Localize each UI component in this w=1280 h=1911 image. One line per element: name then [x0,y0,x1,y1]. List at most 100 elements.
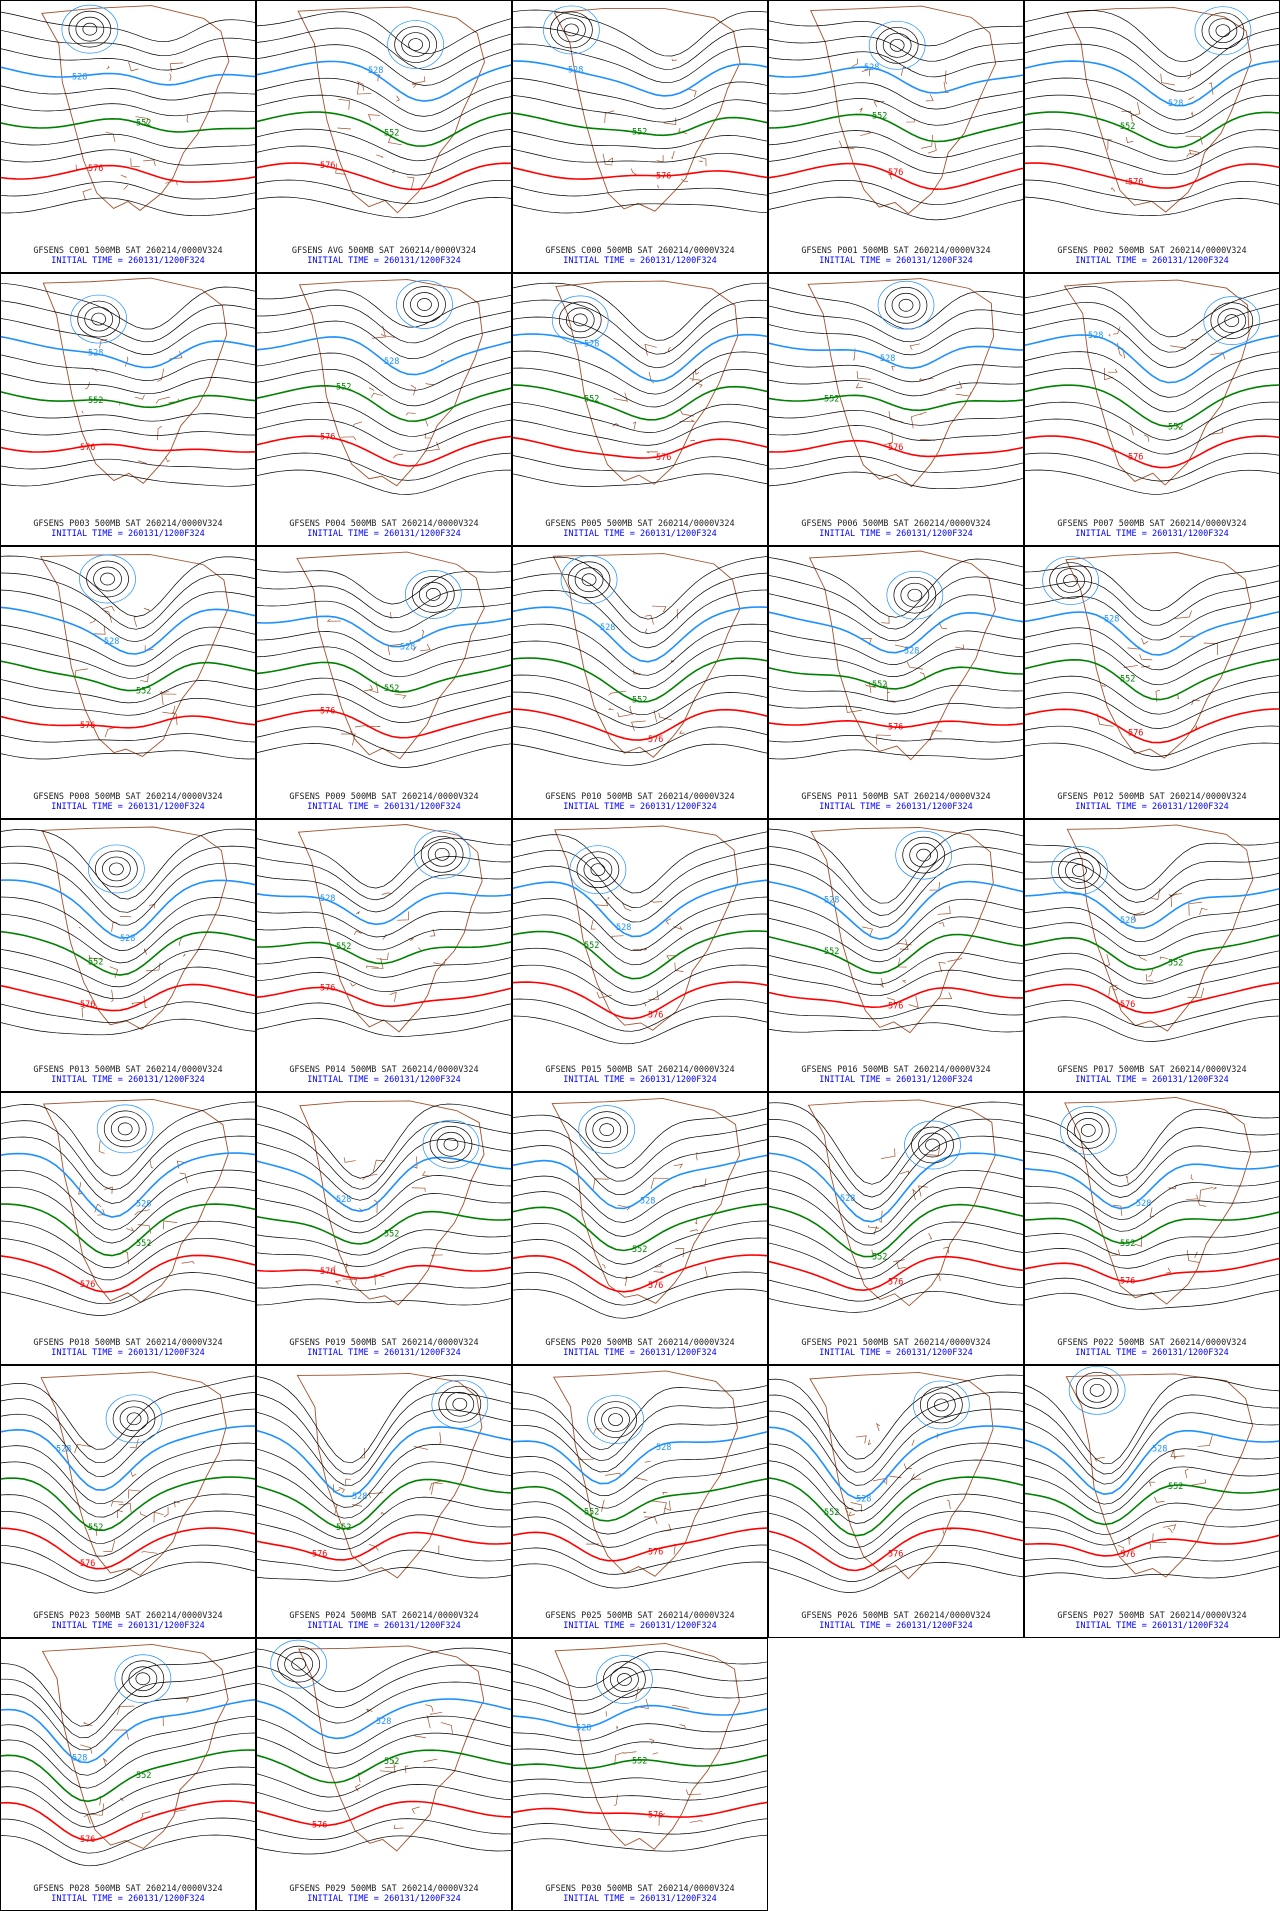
low-contour [422,1119,480,1169]
state-border [1107,368,1118,373]
state-border [111,922,117,932]
state-border [78,927,81,929]
state-border [685,1789,702,1795]
state-border [601,1499,605,1512]
low-contour [610,1667,639,1692]
low-contour [128,1666,158,1692]
contour [0,930,256,976]
panel-border [0,273,256,546]
state-border [1154,1496,1165,1503]
state-border [919,411,927,415]
contour [0,966,256,1000]
contour-label: 528 [88,348,103,358]
coastline [299,1100,485,1306]
contour [512,981,768,1020]
state-border [844,1507,854,1513]
contour [0,1018,256,1036]
contour [256,1461,512,1519]
panel-border [0,546,256,819]
state-border [695,382,703,388]
state-border [928,1232,933,1240]
contour [256,1749,512,1784]
contour [256,940,512,965]
contour [256,1715,512,1754]
contour-label: 552 [1168,958,1183,968]
contour [1024,1180,1280,1221]
contour-label: 552 [88,957,103,967]
panel-init-time: INITIAL TIME = 260131/1200F324 [563,1075,717,1085]
contour [0,678,256,704]
panel-border [256,1365,512,1638]
contour-label: 552 [336,1523,351,1533]
contour [1024,1534,1280,1557]
low-contour [891,292,921,318]
contour [0,1834,256,1867]
state-border [102,605,115,612]
low-contour [572,313,588,327]
low-contour [396,280,453,329]
state-border [883,431,894,446]
panel-title: GFSENS P009 500MB SAT 260214/0000V324 [289,792,478,802]
state-border [164,456,171,463]
contour [512,367,768,408]
panel-border [256,1092,512,1365]
contour [0,1442,256,1505]
map-panel: 528 552 576 GFSENS P010 500MB SAT 260214/00… [512,546,768,819]
contour [512,998,768,1032]
state-border [623,1751,637,1754]
low-contour [587,1395,644,1444]
contour [0,443,256,453]
map-area: 528 552 576 [512,1642,768,1852]
coastline [553,8,741,212]
contour [256,1139,512,1201]
state-border [881,1148,896,1159]
map-area: 528 552 576 [768,1371,1024,1593]
state-border [644,1460,651,1463]
state-border [955,381,963,390]
contour [1024,841,1280,891]
state-border [1170,1450,1185,1458]
map-area: 528 552 576 [256,1100,512,1306]
contour-label: 552 [584,1507,599,1517]
coastline [1065,1373,1254,1578]
contour [1024,1257,1280,1283]
contour [768,1273,1024,1302]
panel-title: GFSENS P026 500MB SAT 260214/0000V324 [801,1611,990,1621]
low-contour [925,1138,940,1152]
contour [768,1152,1024,1223]
state-border [421,1171,432,1177]
contour [0,1698,256,1764]
state-border [123,184,129,190]
contour [512,1687,768,1715]
contour [0,318,256,355]
contour-label: 552 [384,128,399,138]
state-border [605,1472,621,1477]
state-border [149,904,156,909]
state-border [411,1806,420,1814]
state-border [82,188,92,201]
state-border [608,707,614,710]
contour-label: 576 [888,443,903,453]
contour [768,130,1024,158]
contour-label: 576 [320,161,335,171]
state-border [118,1503,132,1513]
map-area: 528 552 576 [768,1099,1024,1313]
panel-title: GFSENS P023 500MB SAT 260214/0000V324 [33,1611,222,1621]
contour-label: 576 [1120,1000,1135,1010]
state-border [163,1507,169,1518]
panel-title: GFSENS P006 500MB SAT 260214/0000V324 [801,519,990,529]
contour [512,473,768,487]
contour [256,1409,512,1486]
map-panel: 528 552 576 GFSENS P003 500MB SAT 260214/00… [0,273,256,546]
state-border [429,929,436,937]
panel-init-time: INITIAL TIME = 260131/1200F324 [51,529,205,539]
state-border [673,926,683,930]
panel-init-time: INITIAL TIME = 260131/1200F324 [307,1075,461,1085]
panel-init-time: INITIAL TIME = 260131/1200F324 [1075,529,1229,539]
state-border [617,712,632,718]
low-contour [581,573,597,587]
panel-init-time: INITIAL TIME = 260131/1200F324 [51,1348,205,1358]
contour [512,964,768,1006]
state-border [630,168,637,175]
state-border [429,1480,442,1491]
